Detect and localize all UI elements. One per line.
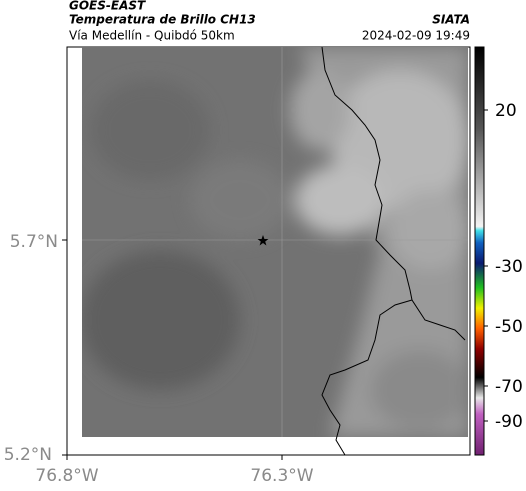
colorbar-label: -50 xyxy=(495,317,523,337)
product-title: Temperatura de Brillo CH13 xyxy=(69,13,256,27)
borders xyxy=(321,46,466,456)
lon-label: 76.3°W xyxy=(250,466,313,486)
source-title: GOES-EAST xyxy=(69,0,146,13)
datetime: 2024-02-09 19:49 xyxy=(362,29,470,43)
lat-label: 5.2°N xyxy=(4,445,52,465)
route-label: Vía Medellín - Quibdó 50km xyxy=(69,29,235,43)
colorbar xyxy=(474,46,485,456)
colorbar-label: -90 xyxy=(495,412,523,432)
location-marker xyxy=(257,235,269,246)
colorbar-label: -30 xyxy=(495,257,523,277)
colorbar-ticks xyxy=(484,109,488,422)
colorbar-label: 20 xyxy=(495,101,517,121)
colorbar-label: -70 xyxy=(495,377,523,397)
organization: SIATA xyxy=(432,13,470,27)
satellite-image xyxy=(82,47,468,437)
lat-label: 5.7°N xyxy=(10,232,58,252)
lon-label: 76.8°W xyxy=(35,466,98,486)
